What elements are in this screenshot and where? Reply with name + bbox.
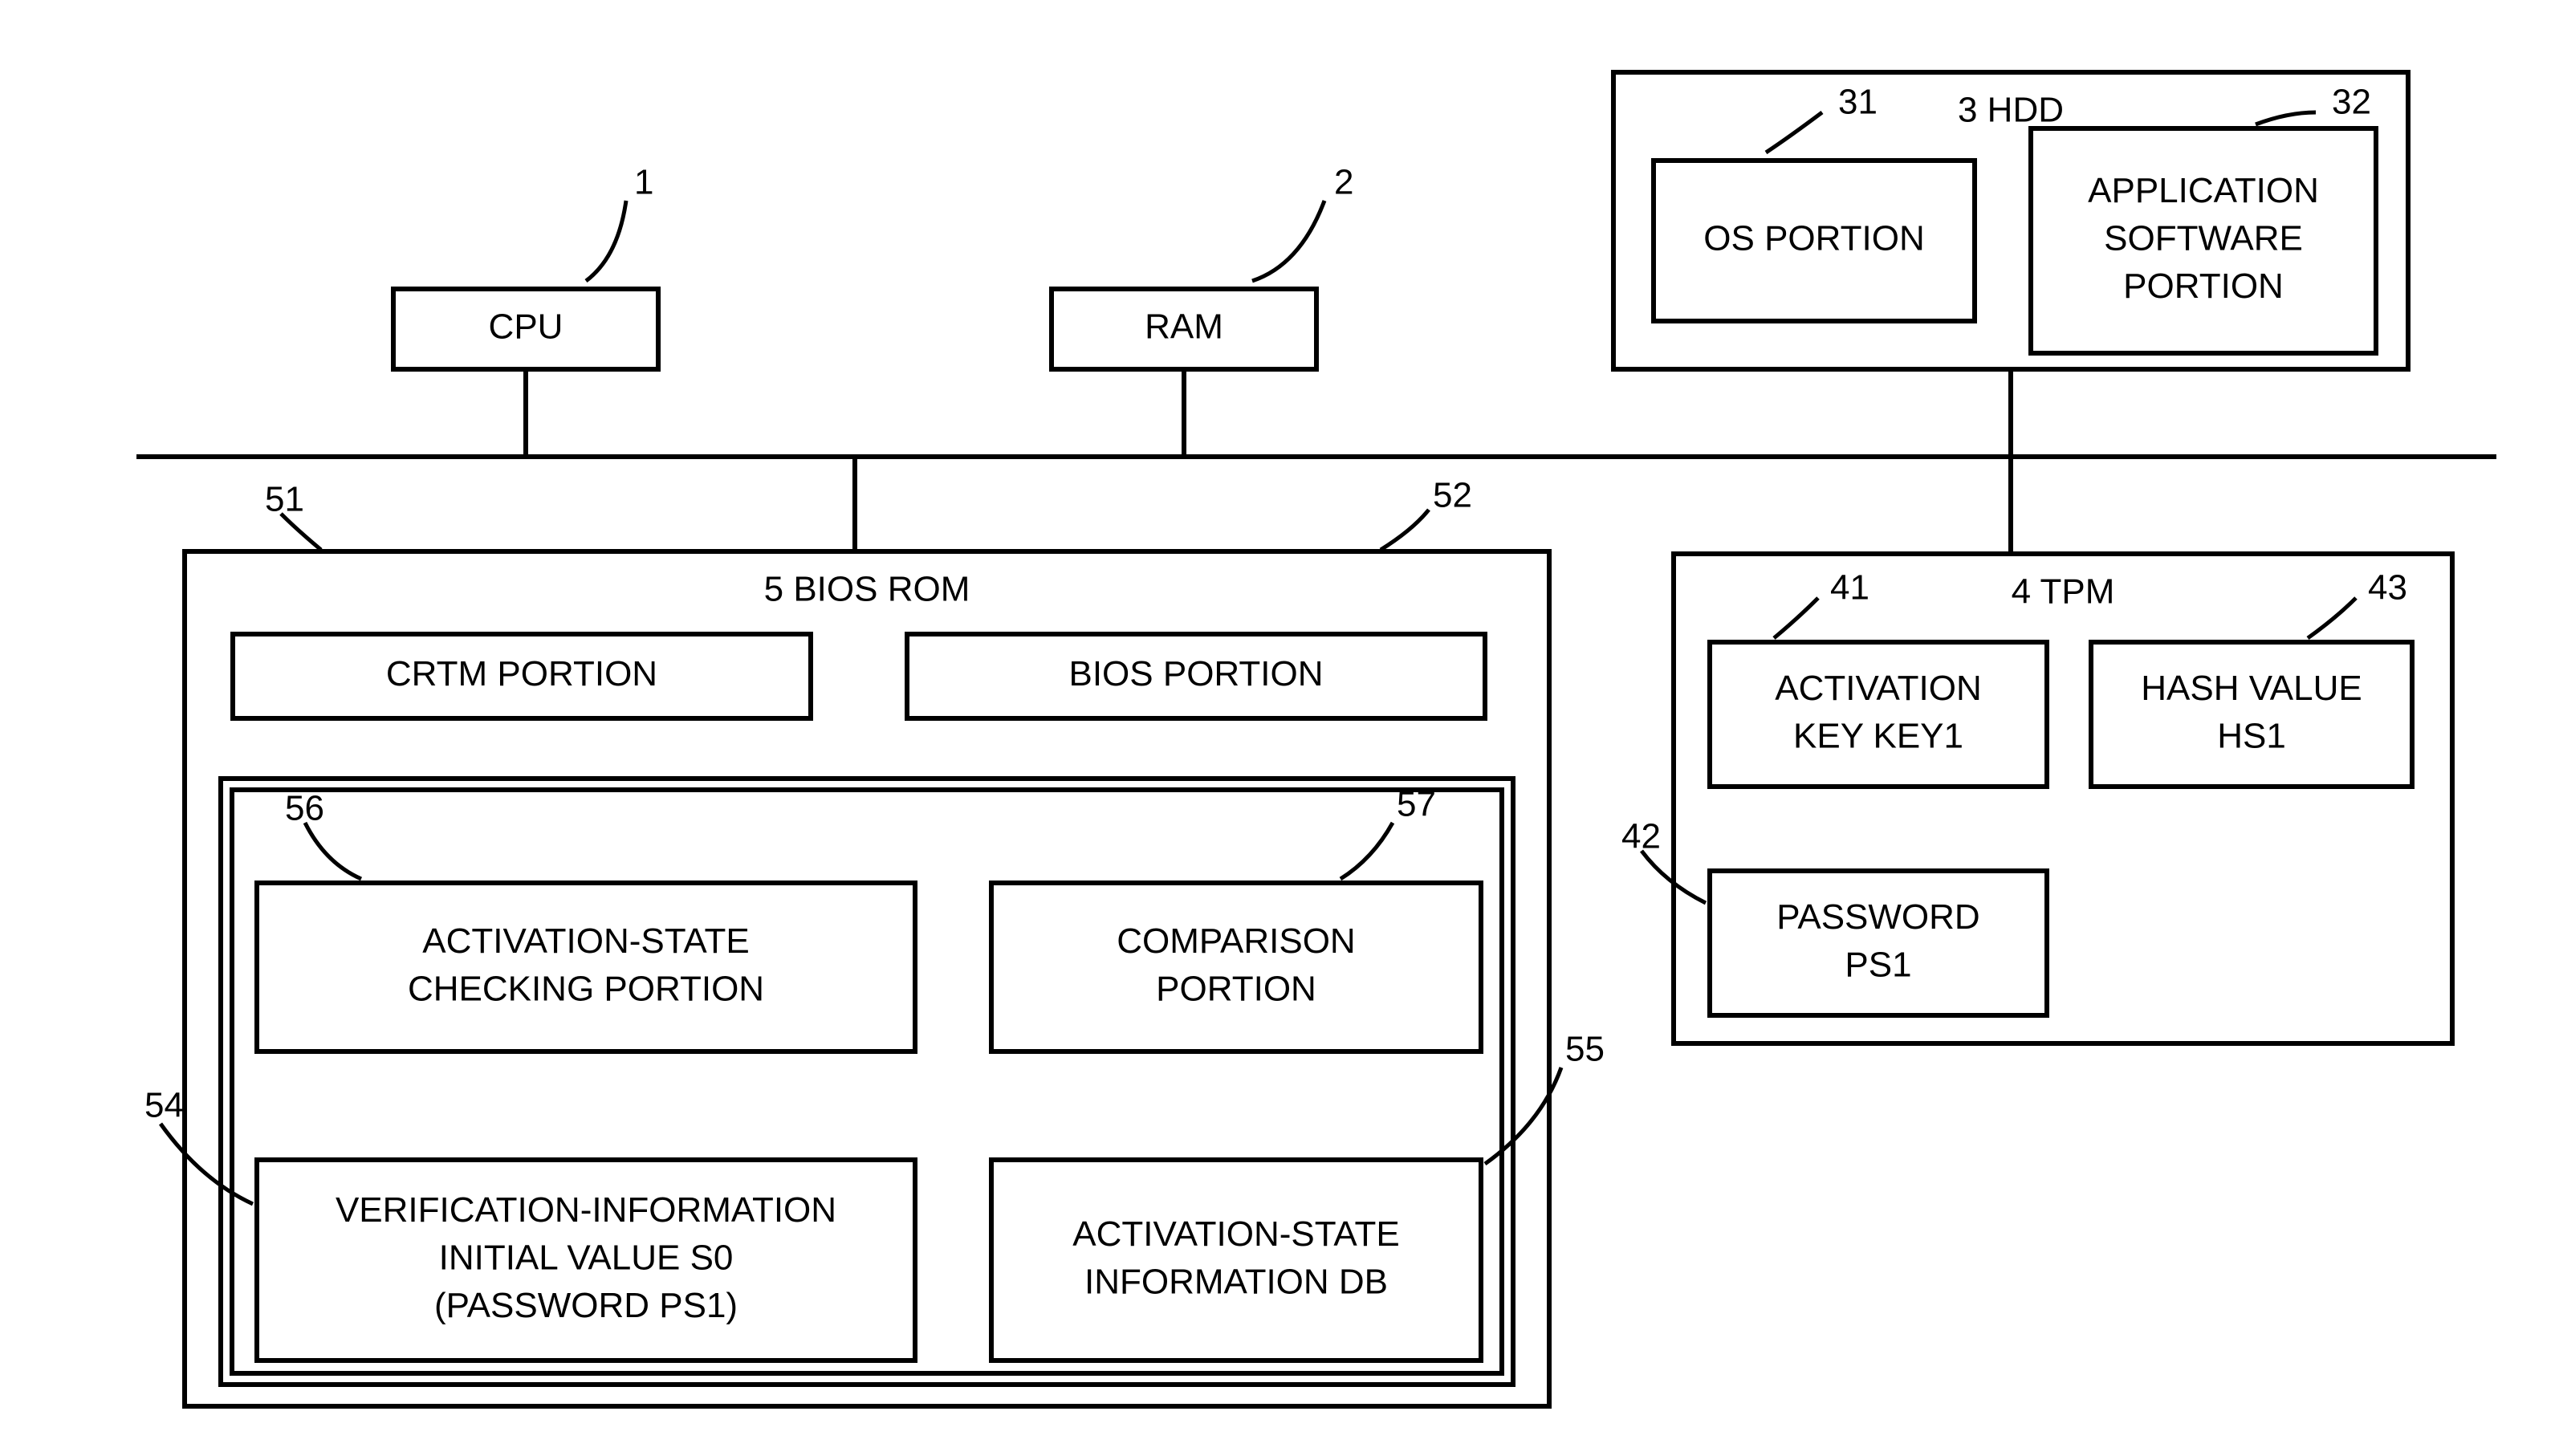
password-block: PASSWORD PS1 (1710, 871, 2047, 1015)
hash-value-block-label: HASH VALUE (2141, 669, 2362, 708)
svg-text:2: 2 (1334, 163, 1353, 202)
comparison-portion-block-label: PORTION (1156, 969, 1316, 1008)
ram-block-label: RAM (1145, 307, 1223, 347)
verification-info-initial-block-label: (PASSWORD PS1) (434, 1286, 738, 1325)
cpu-block-label: CPU (489, 307, 563, 347)
bios-rom-container-title: 5 BIOS ROM (764, 570, 970, 609)
svg-text:43: 43 (2368, 568, 2407, 608)
activation-state-checking-block-label: ACTIVATION-STATE (422, 921, 749, 961)
hash-value-block-label: HS1 (2217, 716, 2286, 755)
app-software-block-label: SOFTWARE (2104, 219, 2303, 258)
password-block-label: PASSWORD (1776, 897, 1979, 937)
verification-info-initial-block-label: VERIFICATION-INFORMATION (336, 1190, 836, 1230)
svg-text:54: 54 (144, 1086, 184, 1125)
app-software-block: APPLICATION SOFTWARE PORTION (2031, 128, 2376, 353)
cpu-block: CPU (393, 289, 658, 369)
comparison-portion-block-label: COMPARISON (1117, 921, 1355, 961)
svg-text:55: 55 (1565, 1030, 1605, 1069)
comparison-portion-block: COMPARISON PORTION (991, 883, 1481, 1051)
activation-key-block: ACTIVATION KEY KEY1 (1710, 642, 2047, 787)
svg-text:32: 32 (2332, 83, 2371, 122)
svg-text:1: 1 (634, 163, 653, 202)
activation-key-block-label: ACTIVATION (1775, 669, 1982, 708)
os-portion-block: OS PORTION (1654, 161, 1975, 321)
verification-info-initial-block-label: INITIAL VALUE S0 (439, 1238, 734, 1278)
verification-info-initial-block: VERIFICATION-INFORMATION INITIAL VALUE S0… (257, 1160, 915, 1360)
activation-state-db-block-label: INFORMATION DB (1084, 1262, 1388, 1301)
crtm-portion-block: CRTM PORTION (233, 634, 811, 718)
app-software-block-label: PORTION (2123, 266, 2284, 306)
bios-portion-block-label: BIOS PORTION (1068, 654, 1323, 693)
svg-text:41: 41 (1830, 568, 1869, 608)
crtm-portion-block-label: CRTM PORTION (386, 654, 657, 693)
hdd-container-title: 3 HDD (1958, 91, 2064, 130)
svg-text:31: 31 (1838, 83, 1878, 122)
activation-state-checking-block-label: CHECKING PORTION (408, 969, 764, 1008)
svg-text:42: 42 (1621, 817, 1661, 856)
bios-portion-block: BIOS PORTION (907, 634, 1485, 718)
password-block-label: PS1 (1845, 945, 1911, 984)
svg-text:51: 51 (265, 480, 304, 519)
activation-state-db-block-label: ACTIVATION-STATE (1072, 1214, 1399, 1254)
activation-state-checking-block: ACTIVATION-STATE CHECKING PORTION (257, 883, 915, 1051)
ram-block: RAM (1052, 289, 1316, 369)
tpm-container-title: 4 TPM (2012, 572, 2115, 612)
app-software-block-label: APPLICATION (2088, 171, 2319, 210)
svg-text:52: 52 (1433, 476, 1472, 515)
activation-key-block-label: KEY KEY1 (1793, 716, 1963, 755)
hash-value-block: HASH VALUE HS1 (2091, 642, 2412, 787)
activation-state-db-block: ACTIVATION-STATE INFORMATION DB (991, 1160, 1481, 1360)
svg-text:57: 57 (1397, 785, 1436, 824)
os-portion-block-label: OS PORTION (1703, 219, 1924, 258)
svg-text:56: 56 (285, 789, 324, 828)
